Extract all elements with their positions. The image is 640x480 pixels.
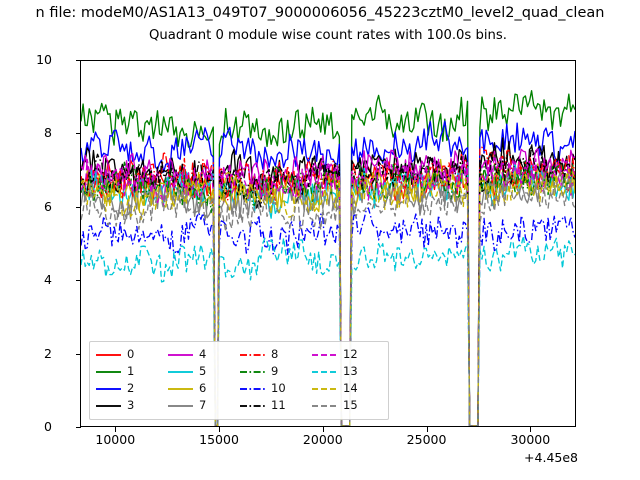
x-tick-label: 30000: [510, 432, 551, 447]
x-tick-label: 15000: [199, 432, 239, 447]
suptitle-text: n file: modeM0/AS1A13_049T07_9000006056_…: [35, 5, 605, 21]
x-axis-offset-label: +4.45e8: [524, 450, 578, 465]
legend-line-swatch: [167, 401, 194, 411]
legend-line-swatch: [95, 350, 122, 360]
legend-line-swatch: [311, 367, 338, 377]
legend-label: 11: [271, 398, 286, 412]
legend-line-swatch: [167, 367, 194, 377]
x-tick-mark: [426, 427, 428, 432]
y-tick-mark: [76, 206, 81, 208]
legend-label: 14: [343, 381, 358, 395]
legend-label: 8: [271, 347, 279, 361]
legend-entry[interactable]: 11: [239, 397, 311, 414]
legend-entry[interactable]: 2: [95, 380, 167, 397]
y-tick-label: 4: [44, 272, 52, 288]
legend-line-swatch: [95, 367, 122, 377]
legend-line-swatch: [167, 384, 194, 394]
x-tick-mark: [219, 427, 221, 432]
legend-line-swatch: [239, 384, 266, 394]
legend-entry[interactable]: 13: [311, 363, 383, 380]
line-plot: [81, 90, 575, 426]
y-tick-mark: [76, 280, 81, 282]
legend-entry[interactable]: 9: [239, 363, 311, 380]
legend-entry[interactable]: 4: [167, 346, 239, 363]
legend-line-swatch: [239, 350, 266, 360]
legend-entry[interactable]: 7: [167, 397, 239, 414]
legend-entry[interactable]: 0: [95, 346, 167, 363]
legend-entry[interactable]: 8: [239, 346, 311, 363]
legend-label: 13: [343, 364, 358, 378]
y-tick-label: 0: [44, 419, 52, 434]
y-tick-mark: [76, 133, 81, 135]
x-tick-label: 20000: [302, 432, 343, 447]
series-line-10: [81, 207, 575, 426]
x-tick-mark: [115, 427, 117, 432]
figure-suptitle: n file: modeM0/AS1A13_049T07_9000006056_…: [0, 4, 640, 22]
legend-label: 3: [127, 398, 135, 412]
y-tick-mark: [76, 427, 81, 428]
y-tick-mark: [76, 353, 81, 355]
legend-label: 10: [271, 381, 286, 395]
series-line-14: [81, 170, 575, 426]
legend-entry[interactable]: 6: [167, 380, 239, 397]
series-line-1: [81, 90, 575, 426]
x-tick-mark: [530, 427, 532, 432]
legend-label: 1: [127, 364, 135, 378]
x-tick-label: 25000: [406, 432, 447, 447]
series-line-15: [81, 178, 575, 426]
legend-line-swatch: [95, 401, 122, 411]
legend-entry[interactable]: 15: [311, 397, 383, 414]
legend-line-swatch: [167, 350, 194, 360]
legend-entry[interactable]: 5: [167, 363, 239, 380]
legend-label: 7: [199, 398, 207, 412]
legend-entry[interactable]: 1: [95, 363, 167, 380]
legend-label: 5: [199, 364, 207, 378]
legend-label: 0: [127, 347, 135, 361]
legend-label: 2: [127, 381, 135, 395]
legend-line-swatch: [239, 367, 266, 377]
legend-entry[interactable]: 10: [239, 380, 311, 397]
axes-title: Quadrant 0 module wise count rates with …: [149, 28, 507, 43]
legend-entry[interactable]: 12: [311, 346, 383, 363]
legend-label: 12: [343, 347, 358, 361]
legend-entry[interactable]: 14: [311, 380, 383, 397]
x-tick-label: 10000: [95, 432, 136, 447]
y-tick-label: 10: [36, 52, 52, 67]
legend-label: 4: [199, 347, 207, 361]
legend-line-swatch: [95, 384, 122, 394]
y-tick-label: 8: [44, 125, 52, 141]
legend-line-swatch: [239, 401, 266, 411]
y-tick-label: 6: [44, 198, 52, 214]
y-tick-mark: [76, 60, 81, 61]
legend-line-swatch: [311, 384, 338, 394]
series-line-13: [81, 235, 575, 426]
legend-line-swatch: [311, 401, 338, 411]
legend-entry[interactable]: 3: [95, 397, 167, 414]
x-tick-mark: [322, 427, 324, 432]
legend-label: 6: [199, 381, 207, 395]
legend-box[interactable]: 0 4 8 12 1 5 9 13 2 6 10 14 3 7 11 15: [89, 341, 389, 420]
legend-grid: 0 4 8 12 1 5 9 13 2 6 10 14 3 7 11 15: [95, 346, 383, 414]
legend-label: 15: [343, 398, 358, 412]
series-line-8: [81, 146, 575, 426]
y-tick-label: 2: [44, 345, 52, 361]
series-line-12: [81, 150, 575, 426]
legend-label: 9: [271, 364, 279, 378]
legend-line-swatch: [311, 350, 338, 360]
